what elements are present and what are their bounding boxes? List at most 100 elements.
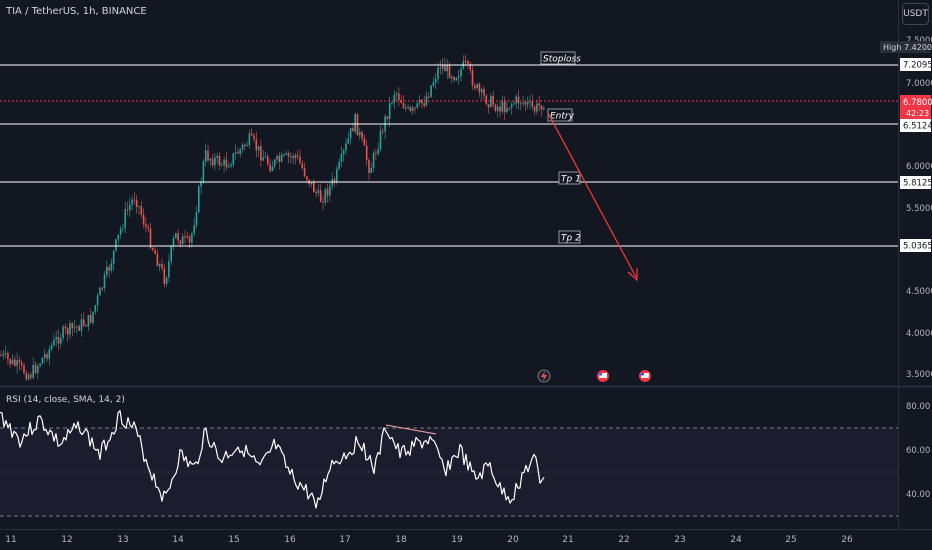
candle-body — [531, 101, 534, 107]
candle-body — [501, 101, 504, 112]
candle-body — [285, 153, 287, 155]
tp2-value: 5.0365 — [903, 242, 932, 252]
candle-body — [214, 157, 216, 166]
candle-body — [451, 76, 453, 79]
us-flag-event-icon[interactable] — [597, 370, 609, 382]
candle-body — [267, 156, 269, 165]
candle-body — [232, 153, 235, 165]
projection-arrow[interactable] — [547, 112, 637, 278]
symbol-title[interactable]: TIA / TetherUS, 1h, BINANCE — [6, 6, 147, 17]
candle-body — [92, 311, 94, 323]
candle-body — [313, 181, 315, 192]
candle-body — [87, 314, 90, 327]
candle-body — [517, 96, 520, 104]
candle-body — [283, 154, 285, 156]
candle-body — [292, 156, 294, 159]
candle-body — [457, 76, 460, 78]
candle-body — [322, 201, 324, 203]
candle-body — [181, 236, 184, 245]
candle-body — [78, 326, 80, 331]
candle-body — [198, 186, 200, 213]
candle-body — [361, 132, 363, 139]
bar-countdown: 42:23 — [906, 109, 929, 118]
candle-body — [108, 266, 110, 271]
candle-body — [492, 96, 494, 105]
candle-body — [154, 249, 156, 254]
tp1-label-box — [558, 171, 581, 185]
time-label: 22 — [618, 535, 629, 545]
candle-body — [135, 200, 138, 207]
candle-body — [122, 227, 124, 229]
high-label: High — [883, 43, 901, 52]
candle-body — [405, 107, 407, 109]
time-label: 14 — [172, 535, 184, 545]
candle-body — [218, 155, 221, 166]
candle-body — [221, 164, 223, 166]
candle-body — [69, 323, 71, 335]
candle-body — [94, 305, 97, 312]
us-flag-event-icon[interactable] — [639, 370, 651, 382]
high-value: 7.4200 — [904, 43, 932, 52]
candle-body — [241, 144, 244, 150]
candle-body — [50, 345, 53, 350]
candle-body — [294, 155, 297, 159]
candle-body — [441, 65, 444, 69]
candle-body — [83, 319, 85, 326]
candle-body — [377, 149, 379, 154]
candle-body — [209, 158, 212, 161]
candle-body — [57, 336, 60, 344]
candle-body — [131, 199, 133, 205]
candle-body — [175, 233, 177, 239]
candle-body — [112, 250, 115, 264]
current-price-tag — [900, 95, 931, 119]
candle-body — [62, 326, 64, 339]
candle-body — [487, 104, 490, 108]
candle-body — [370, 167, 373, 173]
rsi-divergence-line[interactable] — [385, 424, 437, 435]
candle-body — [349, 128, 352, 139]
candle-body — [423, 103, 425, 106]
candle-body — [41, 357, 44, 364]
candle-body — [195, 212, 198, 226]
candle-body — [253, 135, 255, 140]
currency-button[interactable]: USDT — [902, 3, 929, 25]
candle-body — [106, 266, 108, 275]
stoploss-label: Stoploss — [543, 55, 581, 65]
candle-body — [434, 79, 437, 83]
candle-body — [464, 61, 467, 63]
candle-body — [184, 236, 186, 238]
candle-body — [317, 190, 320, 193]
candle-body — [216, 155, 218, 158]
candle-body — [260, 146, 262, 161]
rsi-indicator-title[interactable]: RSI (14, close, SMA, 14, 2) — [6, 395, 125, 405]
candle-body — [129, 204, 131, 210]
candle-body — [352, 128, 354, 132]
time-label: 13 — [117, 535, 128, 545]
candle-body — [103, 274, 106, 289]
price-tick: 4.5000 — [906, 287, 932, 297]
candle-body — [168, 261, 170, 278]
candle-body — [467, 61, 469, 64]
lightning-event-icon[interactable] — [537, 369, 551, 383]
candle-body — [471, 70, 474, 86]
candle-body — [444, 65, 446, 72]
candle-body — [515, 96, 517, 104]
candle-body — [476, 83, 478, 89]
time-label: 26 — [841, 535, 853, 545]
candle-body — [533, 106, 536, 112]
tp1-value: 5.8125 — [903, 179, 932, 189]
candle-body — [85, 325, 87, 327]
candle-body — [395, 93, 398, 95]
candle-body — [276, 155, 278, 160]
candle-body — [455, 77, 458, 81]
time-axis[interactable]: 11 12 13 14 15 16 17 18 19 20 21 22 23 2… — [5, 535, 853, 545]
candle-body — [306, 176, 308, 180]
candle-body — [2, 353, 5, 356]
candle-body — [453, 76, 455, 81]
candle-body — [474, 85, 476, 89]
candle-body — [497, 106, 499, 111]
candle-body — [225, 159, 228, 168]
candle-body — [133, 199, 136, 201]
price-tick: 4.0000 — [906, 329, 932, 339]
